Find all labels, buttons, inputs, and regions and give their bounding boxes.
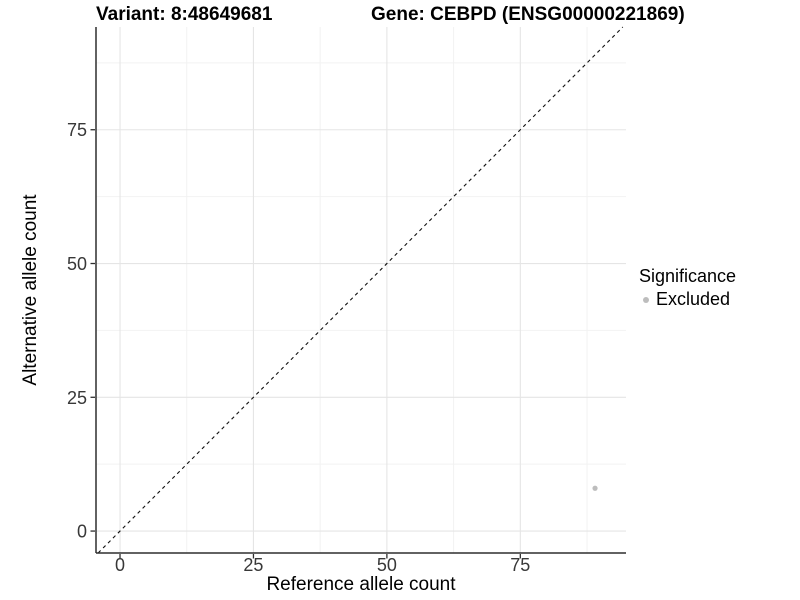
x-tick-label: 25 bbox=[243, 555, 263, 575]
legend-title: Significance bbox=[639, 266, 737, 286]
legend: Significance Excluded bbox=[637, 266, 736, 310]
x-tick-label: 75 bbox=[510, 555, 530, 575]
y-tick-label: 50 bbox=[67, 254, 87, 274]
data-point bbox=[592, 485, 598, 491]
x-tick-label: 50 bbox=[377, 555, 397, 575]
plot-title-variant: Variant: 8:48649681 bbox=[96, 4, 273, 25]
y-tick-label: 25 bbox=[67, 388, 87, 408]
plot-title-gene: Gene: CEBPD (ENSG00000221869) bbox=[371, 4, 685, 25]
y-tick-label: 0 bbox=[77, 522, 87, 542]
y-axis-title: Alternative allele count bbox=[20, 194, 41, 386]
legend-entry-excluded: Excluded bbox=[637, 289, 736, 310]
y-tick-label: 75 bbox=[67, 120, 87, 140]
identity-reference-line bbox=[97, 26, 624, 554]
x-axis-title: Reference allele count bbox=[266, 574, 456, 595]
legend-entry-label: Excluded bbox=[656, 289, 731, 309]
x-tick-label: 0 bbox=[115, 555, 125, 575]
legend-key-dot-icon bbox=[643, 296, 649, 303]
